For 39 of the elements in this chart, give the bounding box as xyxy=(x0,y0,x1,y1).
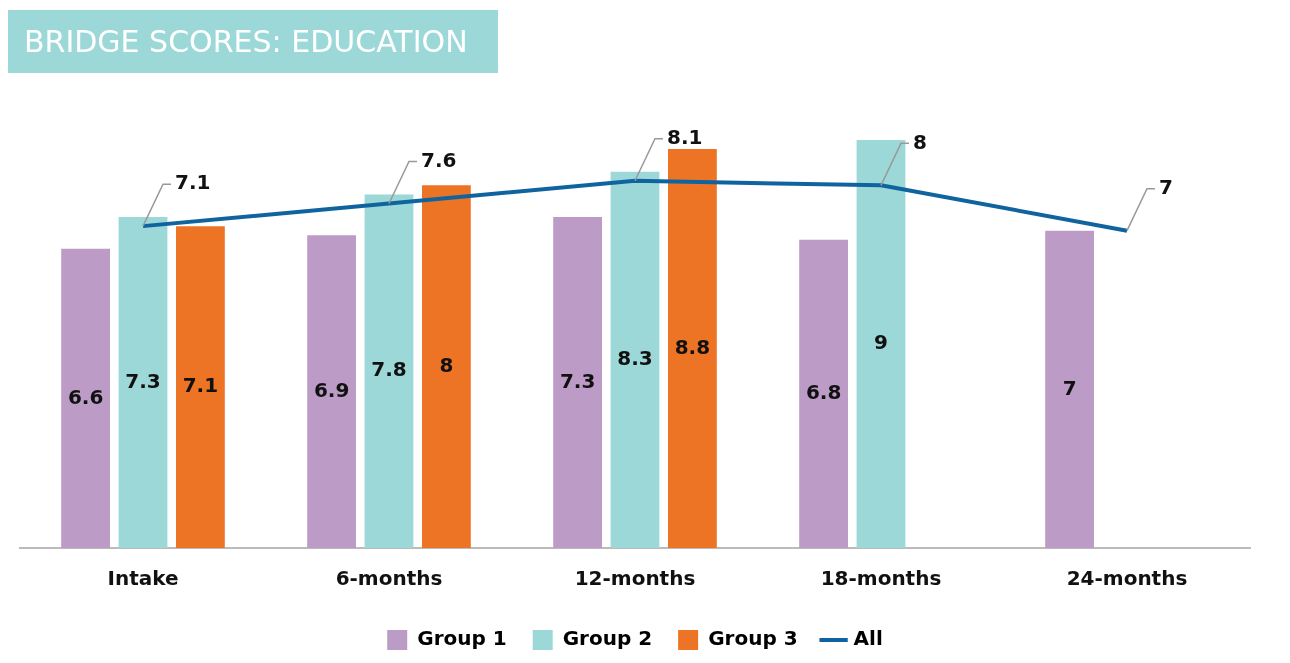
data-label: 9 xyxy=(874,330,888,355)
bar xyxy=(422,185,471,548)
x-tick-label: 24-months xyxy=(1066,566,1188,591)
chart-title: BRIDGE SCORES: EDUCATION xyxy=(8,10,498,73)
data-label: 7 xyxy=(1159,174,1173,199)
data-label: 7.3 xyxy=(125,368,161,393)
bar xyxy=(856,140,906,548)
bar xyxy=(307,235,356,548)
data-label: 7.6 xyxy=(421,147,457,172)
x-tick-label: Intake xyxy=(107,566,179,591)
bar xyxy=(668,149,717,548)
bar xyxy=(1045,230,1094,548)
data-label: 8 xyxy=(913,129,927,154)
data-label: 6.9 xyxy=(313,377,350,402)
data-label: 8.3 xyxy=(617,346,653,371)
x-tick-label: 12-months xyxy=(574,566,696,591)
bar xyxy=(553,217,602,548)
x-tick-label: 18-months xyxy=(820,566,942,591)
legend-label: Group 1 xyxy=(417,626,507,651)
data-label: 7.8 xyxy=(371,357,407,382)
x-tick-label: 6-months xyxy=(335,566,443,591)
data-label: 8.8 xyxy=(674,334,711,359)
legend-label: All xyxy=(853,626,883,651)
bar xyxy=(364,194,414,548)
data-label: 6.8 xyxy=(805,380,842,405)
bar xyxy=(176,226,225,548)
data-label: 8 xyxy=(439,352,454,377)
data-label: 6.6 xyxy=(67,384,104,409)
bar xyxy=(799,239,848,548)
data-label: 7.1 xyxy=(182,373,219,398)
bar xyxy=(61,248,110,548)
legend-label: Group 3 xyxy=(708,626,798,651)
data-label: 7 xyxy=(1062,375,1077,400)
bar xyxy=(610,171,660,548)
data-label: 7.1 xyxy=(175,170,211,195)
data-label: 8.1 xyxy=(667,125,703,149)
legend-label: Group 2 xyxy=(562,626,653,651)
bar xyxy=(118,217,168,548)
data-label: 7.3 xyxy=(559,368,596,393)
